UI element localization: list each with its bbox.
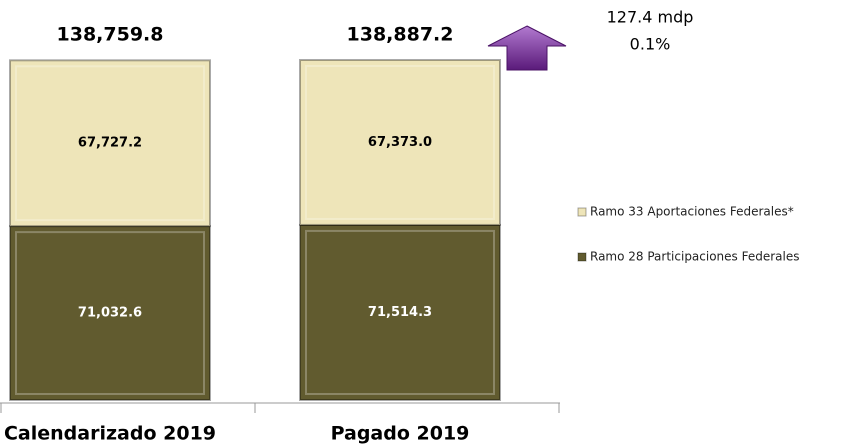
total-label: 138,887.2 xyxy=(347,24,454,46)
bar-segment xyxy=(299,223,501,401)
bar-segment xyxy=(299,59,501,226)
x-tick-label: Calendarizado 2019 xyxy=(4,423,216,445)
segment-label: 67,373.0 xyxy=(368,135,432,150)
bar-bevel xyxy=(305,229,495,395)
bar-bevel xyxy=(15,231,205,395)
segment-label: 67,727.2 xyxy=(78,136,142,151)
segment-label: 71,032.6 xyxy=(78,306,142,321)
legend-swatch xyxy=(577,207,587,217)
annotation-line: 0.1% xyxy=(630,35,671,54)
annotation-line: 127.4 mdp xyxy=(607,8,694,27)
total-label: 138,759.8 xyxy=(57,24,164,46)
legend-label: Ramo 28 Participaciones Federales xyxy=(590,250,800,264)
legend-swatch xyxy=(577,252,587,262)
annotation: 127.4 mdp 0.1% xyxy=(487,8,694,71)
bar-bevel xyxy=(305,65,495,220)
bar-bevel xyxy=(15,65,205,222)
up-arrow xyxy=(487,25,567,71)
bar-segment xyxy=(9,225,211,401)
bar-segment xyxy=(9,59,211,228)
legend-label: Ramo 33 Aportaciones Federales* xyxy=(590,205,794,219)
segment-label: 71,514.3 xyxy=(368,305,432,320)
x-tick-label: Pagado 2019 xyxy=(331,423,470,445)
